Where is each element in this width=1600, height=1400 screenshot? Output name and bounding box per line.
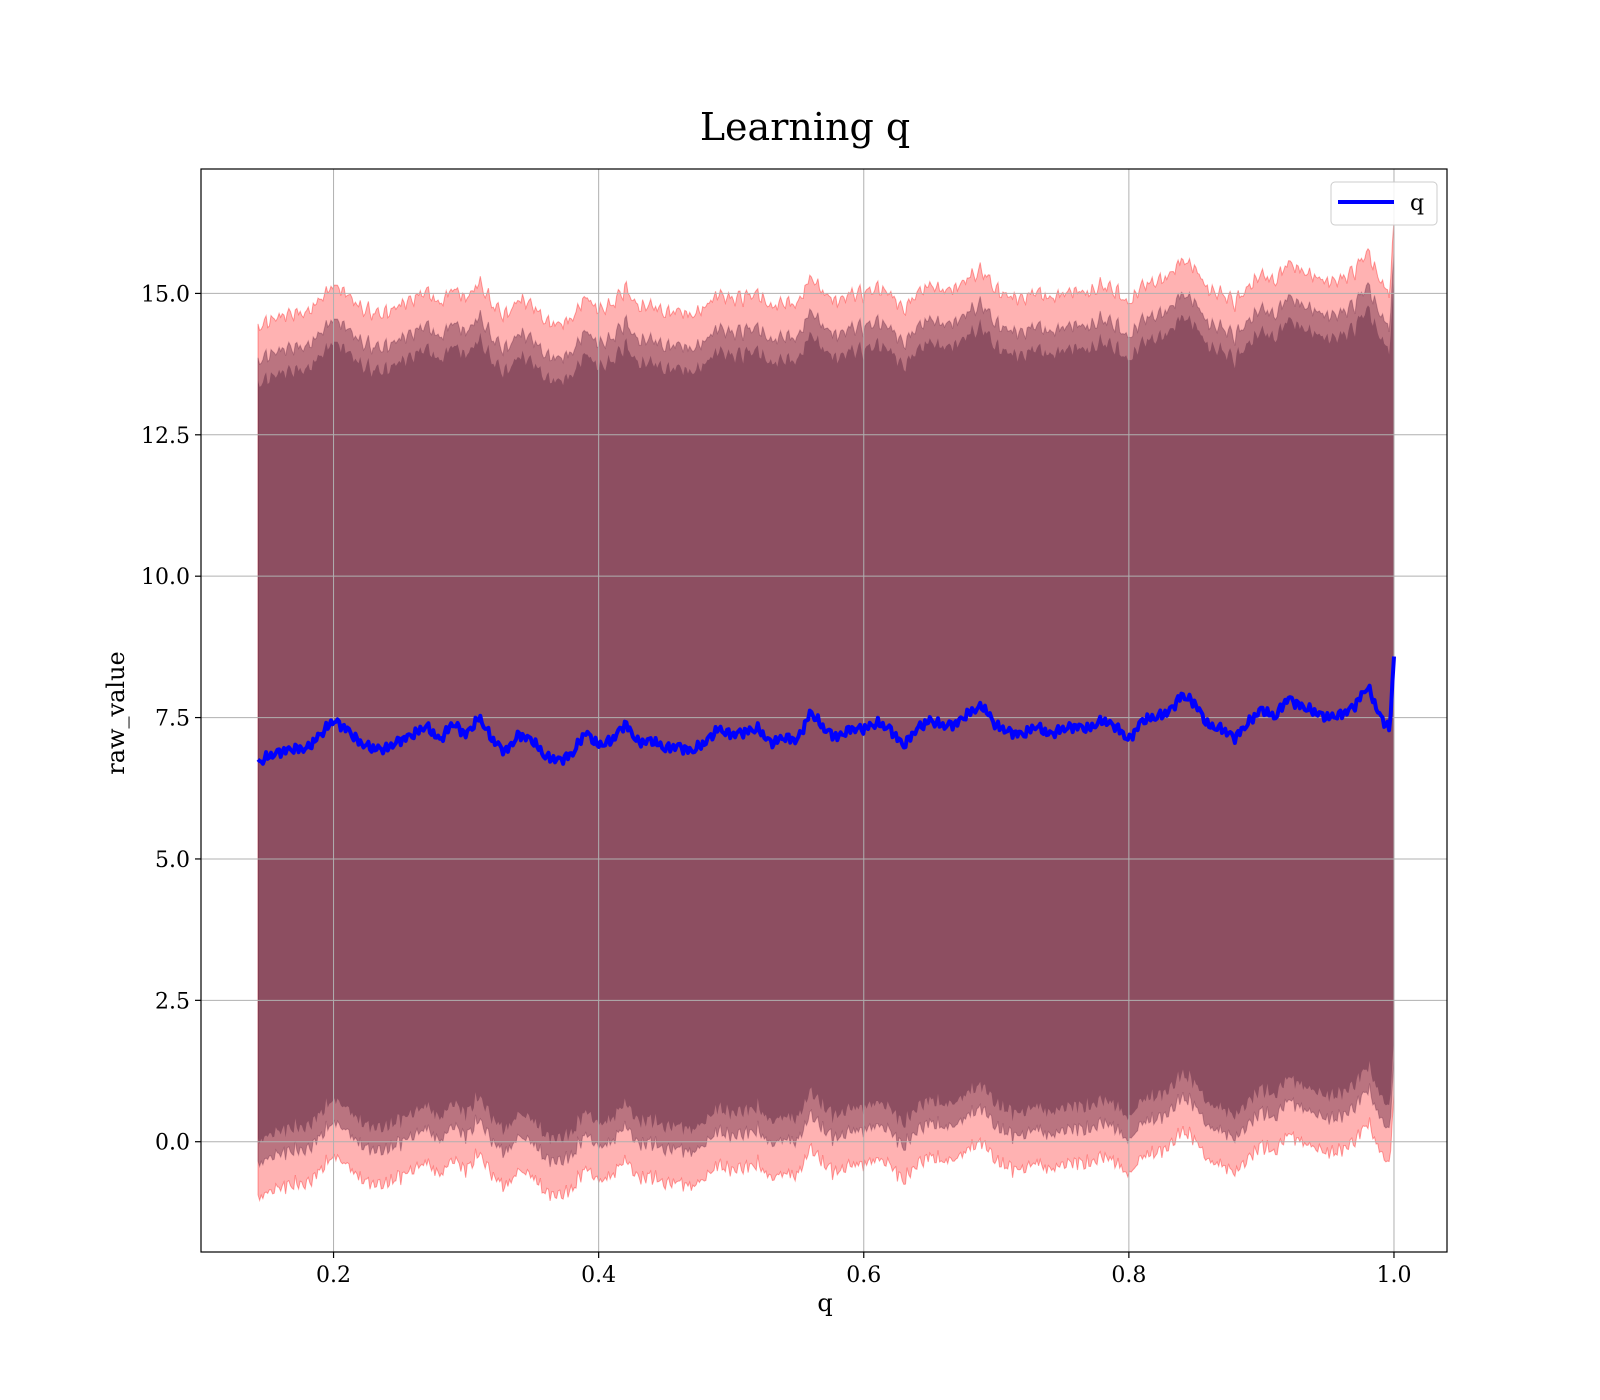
plot-area (200, 168, 1448, 1253)
y-tick-label: 10.0 (141, 565, 190, 590)
series-lines (256, 656, 1396, 766)
core-band (258, 276, 1394, 1145)
x-tick-label: 0.4 (581, 1263, 616, 1288)
y-tick-label: 0.0 (155, 1131, 190, 1156)
x-axis-label: q (817, 1289, 832, 1317)
x-tick-label: 0.8 (1111, 1263, 1146, 1288)
y-tick-label: 7.5 (155, 707, 190, 732)
y-tick-label: 2.5 (155, 989, 190, 1014)
x-tick-label: 0.2 (316, 1263, 351, 1288)
legend-label-q: q (1410, 191, 1424, 216)
legend: q (1330, 181, 1438, 226)
x-axis-ticks: 0.2 0.4 0.6 0.8 1.0 (316, 1252, 1411, 1288)
x-tick-label: 0.6 (846, 1263, 881, 1288)
y-tick-label: 12.5 (141, 424, 190, 449)
chart-title: Learning q (700, 105, 910, 149)
y-tick-label: 5.0 (155, 848, 190, 873)
x-tick-label: 1.0 (1376, 1263, 1411, 1288)
series-line-q (256, 656, 1396, 766)
confidence-bands (257, 219, 1395, 1203)
plot-frame (200, 168, 1448, 1253)
y-tick-label: 15.0 (141, 282, 190, 307)
y-axis-label: raw_value (102, 651, 130, 775)
y-axis-ticks: 0.0 2.5 5.0 7.5 10.0 12.5 15.0 (141, 282, 201, 1156)
grid-lines (201, 169, 1447, 1252)
